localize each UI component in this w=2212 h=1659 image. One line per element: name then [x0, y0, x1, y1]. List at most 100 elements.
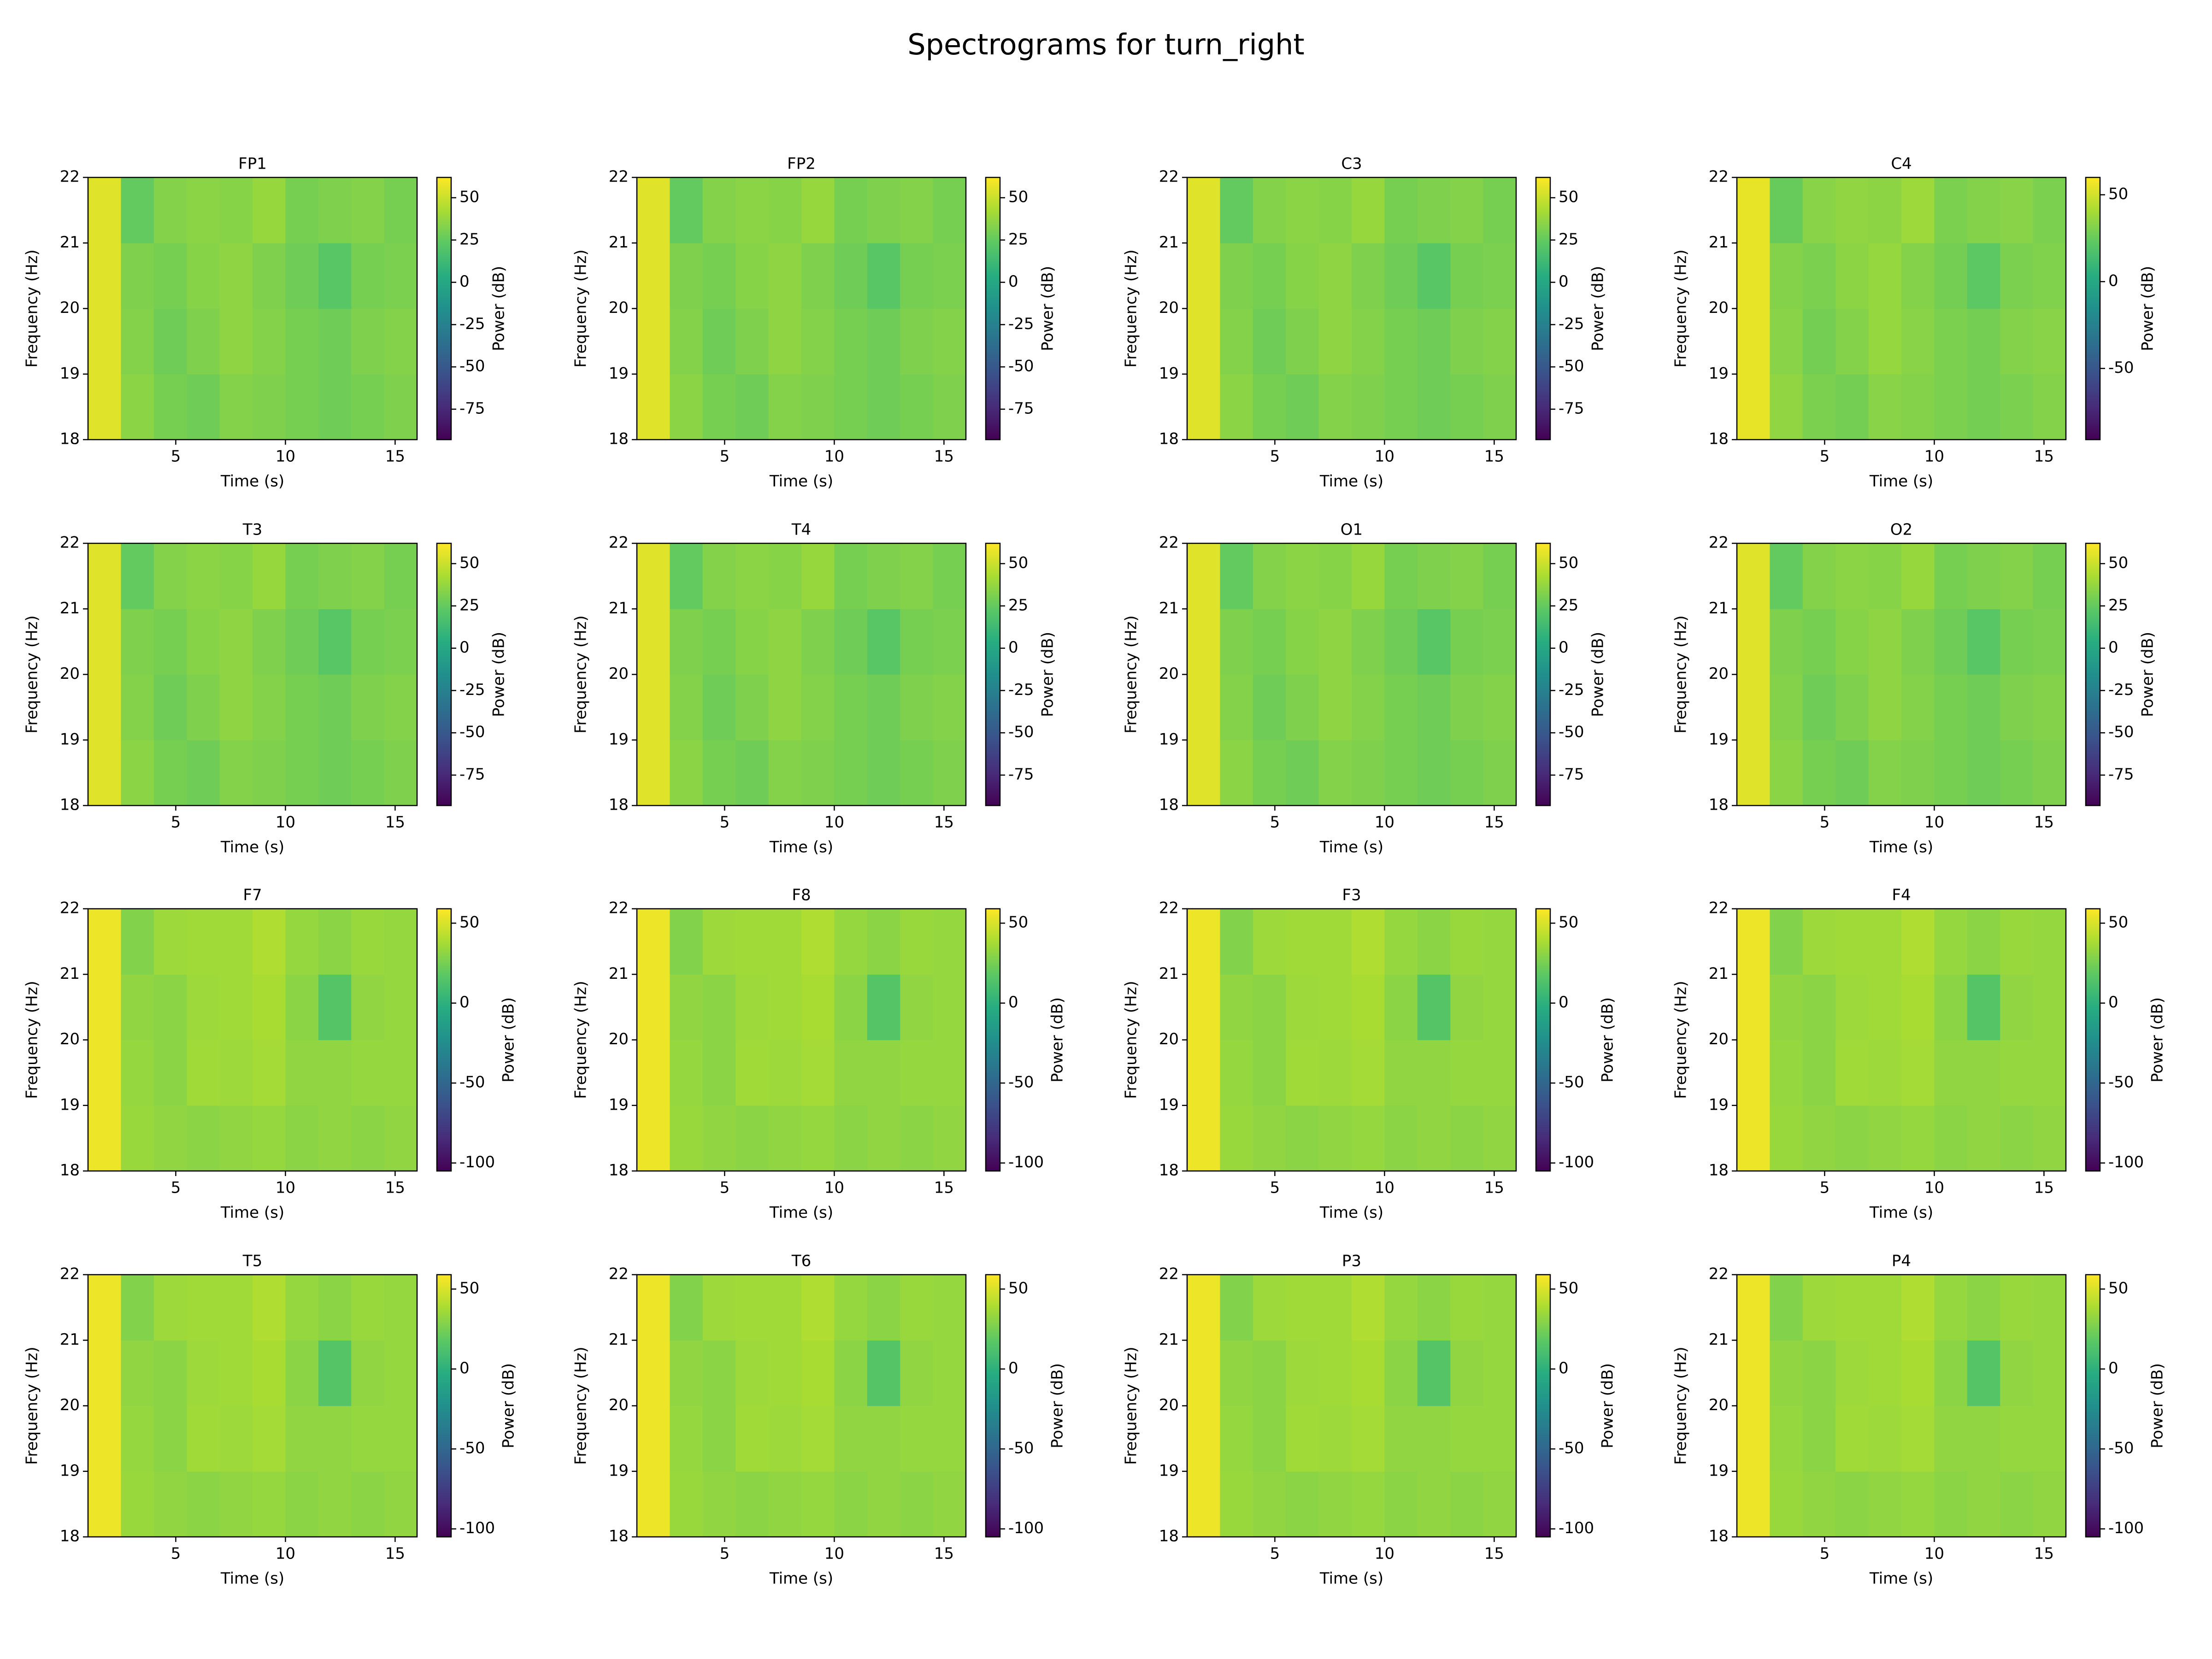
colorbar-frame: [985, 908, 1001, 1172]
heatmap-cell: [867, 177, 900, 243]
heatmap-cell: [2000, 374, 2034, 440]
heatmap-cell: [768, 909, 802, 975]
x-axis-label: Time (s): [769, 1204, 833, 1222]
heatmap-cell: [1770, 1105, 1803, 1171]
heatmap-cell: [318, 974, 352, 1041]
y-tick-label: 20: [1159, 1030, 1179, 1048]
heatmap-cell: [88, 674, 121, 741]
heatmap-cell: [121, 243, 154, 309]
heatmap-cell: [1253, 308, 1286, 375]
heatmap-cell: [1737, 909, 1770, 975]
heatmap-cell: [702, 909, 736, 975]
heatmap-cell: [637, 308, 670, 375]
heatmap-cell: [121, 1040, 154, 1106]
heatmap-cell: [1450, 243, 1484, 309]
heatmap-cell: [88, 740, 121, 806]
heatmap-cell: [867, 1406, 900, 1472]
x-tick-label: 10: [824, 813, 844, 832]
heatmap-cell: [2000, 308, 2034, 375]
heatmap-cell: [1286, 1406, 1319, 1472]
colorbar: [986, 909, 1000, 1171]
colorbar-label: Power (dB): [1048, 1363, 1067, 1448]
colorbar-tick-label: -50: [2108, 1439, 2134, 1458]
heatmap-cell: [1450, 308, 1484, 375]
heatmap-cell: [1901, 609, 1935, 675]
x-axis-label: Time (s): [220, 472, 284, 491]
heatmap-cell: [1352, 974, 1385, 1041]
heatmap-cell: [670, 609, 703, 675]
heatmap-cell: [801, 674, 835, 741]
colorbar: [1536, 177, 1550, 440]
x-tick-label: 15: [2034, 1545, 2054, 1563]
heatmap-cell: [735, 1105, 769, 1171]
heatmap-cell: [637, 609, 670, 675]
heatmap-cell: [1901, 543, 1935, 609]
heatmap-cell: [1450, 177, 1484, 243]
heatmap-cell: [1384, 609, 1418, 675]
colorbar-tick-label: 0: [1559, 993, 1569, 1012]
heatmap-cell: [834, 1105, 868, 1171]
x-tick-label: 15: [934, 1179, 954, 1197]
heatmap-cell: [801, 1105, 835, 1171]
colorbar-tick-label: 0: [1008, 638, 1018, 657]
heatmap-cell: [1901, 1105, 1935, 1171]
x-axis-label: Time (s): [1319, 838, 1383, 857]
heatmap-cell: [2033, 308, 2066, 375]
y-tick-label: 20: [60, 1030, 80, 1048]
heatmap-cell: [1450, 1406, 1484, 1472]
heatmap-cell: [1868, 1340, 1902, 1406]
heatmap-cell: [1934, 1471, 1968, 1537]
x-tick-label: 15: [1484, 447, 1504, 466]
x-tick-label: 10: [276, 1179, 295, 1197]
heatmap-cell: [1802, 974, 1836, 1041]
x-tick-label: 5: [720, 447, 730, 466]
heatmap-cell: [384, 543, 418, 609]
heatmap-cell: [1967, 1275, 2000, 1341]
heatmap-cell: [1967, 308, 2000, 375]
heatmap-cell: [1802, 1406, 1836, 1472]
y-tick-label: 20: [609, 299, 629, 317]
heatmap-cell: [1802, 1105, 1836, 1171]
heatmap-cell: [768, 1471, 802, 1537]
heatmap-cell: [384, 1406, 418, 1472]
heatmap-cell: [1868, 308, 1902, 375]
colorbar-frame: [2085, 1274, 2101, 1538]
heatmap-cell: [318, 543, 352, 609]
y-tick-label: 22: [609, 1265, 629, 1283]
heatmap-cell: [187, 243, 220, 309]
heatmap-cell: [801, 740, 835, 806]
colorbar-tick-label: 50: [1008, 913, 1028, 932]
heatmap-cell: [1967, 609, 2000, 675]
heatmap-cell: [867, 740, 900, 806]
heatmap-cell: [900, 1340, 934, 1406]
heatmap-cell: [1417, 1340, 1451, 1406]
heatmap-cell: [801, 1340, 835, 1406]
heatmap-cell: [2033, 1105, 2066, 1171]
colorbar-label: Power (dB): [1039, 266, 1057, 351]
y-tick-label: 21: [1159, 233, 1179, 252]
heatmap-cell: [1286, 543, 1319, 609]
heatmap-cell: [2033, 243, 2066, 309]
spectrogram-panel: T6 5 10 15 18 19 20 21 22 Time (s) Frequency (Hz) 5…: [572, 1252, 1067, 1588]
x-axis-label: Time (s): [1319, 1204, 1383, 1222]
heatmap-cell: [153, 374, 187, 440]
colorbar-tick-label: 0: [2108, 272, 2118, 290]
heatmap-cell: [318, 374, 352, 440]
y-tick-label: 18: [1709, 430, 1729, 448]
y-tick-label: 18: [60, 1161, 80, 1180]
heatmap-cell: [1220, 243, 1253, 309]
colorbar-tick-label: 25: [2108, 596, 2128, 614]
heatmap-cell: [1187, 740, 1220, 806]
heatmap-cell: [351, 243, 385, 309]
heatmap-cell: [1802, 1471, 1836, 1537]
y-tick-label: 18: [1709, 1527, 1729, 1546]
heatmap-cell: [1737, 243, 1770, 309]
heatmap-cell: [735, 243, 769, 309]
heatmap-cell: [253, 243, 286, 309]
panel-title: O2: [1890, 521, 1912, 539]
y-tick-label: 22: [1159, 899, 1179, 918]
colorbar-tick-label: 0: [1559, 1359, 1569, 1377]
heatmap-cell: [1318, 1406, 1352, 1472]
x-tick-label: 10: [1924, 447, 1944, 466]
x-tick-label: 15: [2034, 1179, 2054, 1197]
